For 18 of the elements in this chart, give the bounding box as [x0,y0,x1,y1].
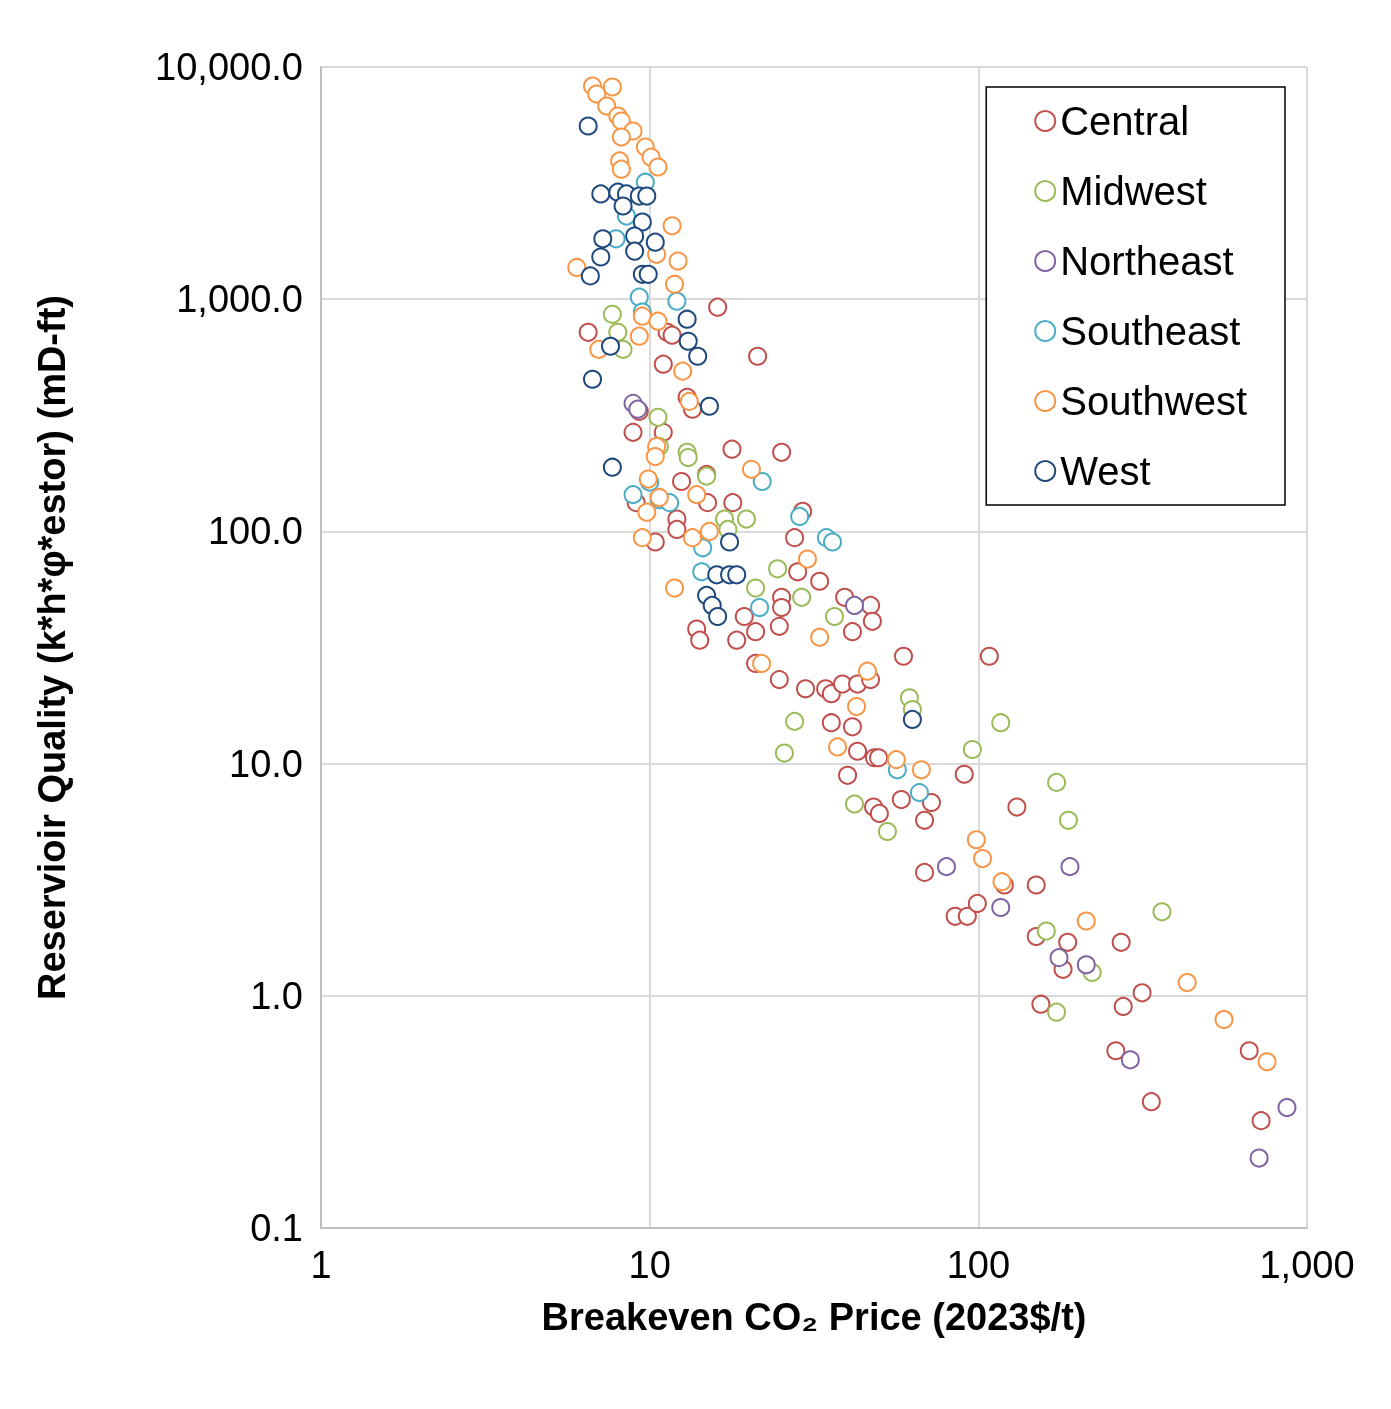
legend-label: Central [1060,99,1190,143]
legend-label: West [1060,449,1151,493]
x-axis-title: Breakeven CO₂ Price (2023$/t) [541,1296,1087,1338]
legend-label: Southwest [1060,379,1247,423]
legend-label: Southeast [1060,309,1241,353]
legend-label: Midwest [1060,169,1207,213]
y-tick-label: 0.1 [250,1207,303,1249]
x-tick-label: 1,000 [1259,1244,1355,1286]
x-tick-label: 100 [946,1244,1011,1286]
x-tick-label: 1 [310,1244,332,1286]
x-tick-label: 10 [628,1244,671,1286]
y-axis-title: Reservioir Quality (k*h*φ*estor) (mD-ft) [31,295,73,1000]
y-tick-label: 10,000.0 [155,46,303,88]
y-tick-label: 1.0 [250,974,303,1017]
y-tick-label: 10.0 [229,742,303,785]
y-tick-label: 100.0 [207,510,303,553]
y-tick-label: 1,000.0 [176,278,303,321]
legend-label: Northeast [1060,239,1234,283]
